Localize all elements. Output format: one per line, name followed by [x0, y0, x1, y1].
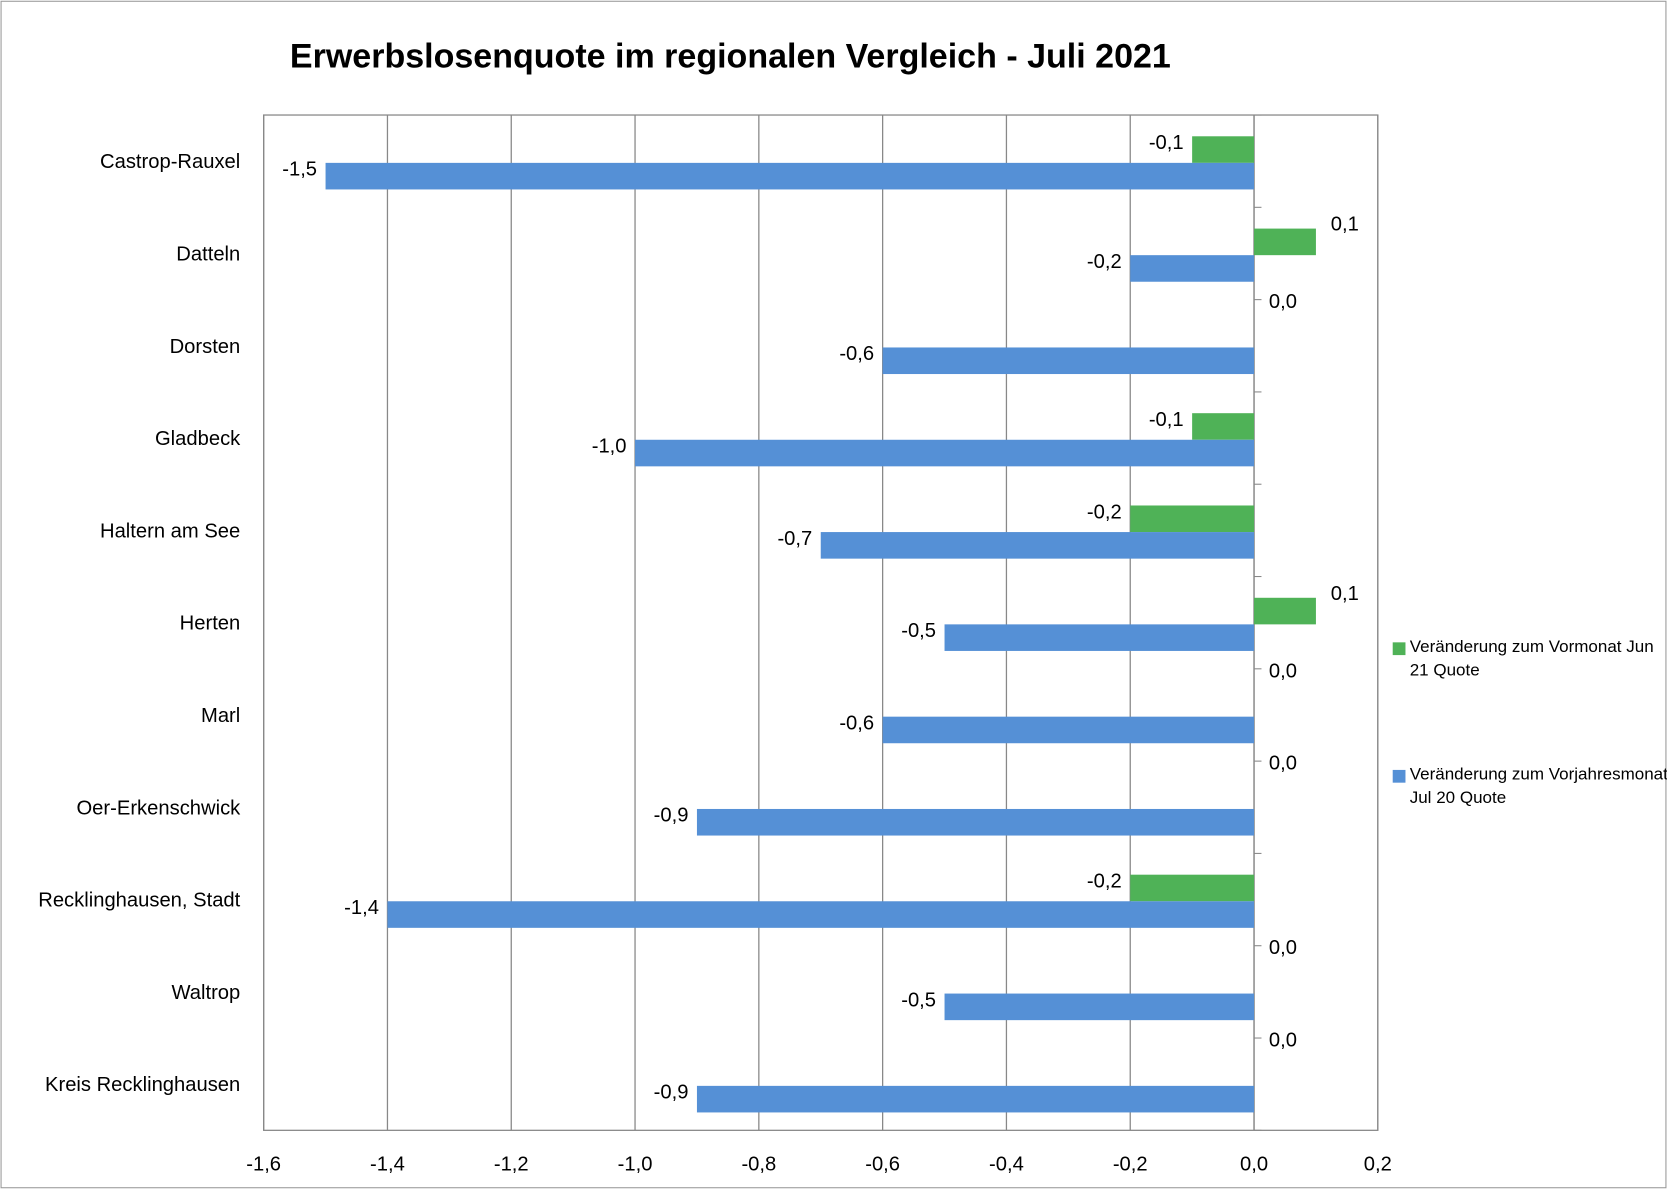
data-label: -0,6 [839, 343, 874, 365]
y-tick-label: Castrop-Rauxel [100, 151, 240, 173]
data-label: 0,0 [1269, 753, 1297, 775]
data-label: -0,6 [839, 712, 874, 734]
data-label: 0,0 [1269, 937, 1297, 959]
x-tick-label: -1,4 [370, 1154, 405, 1176]
y-tick-label: Gladbeck [155, 428, 241, 450]
bar [325, 162, 1255, 190]
data-label: -0,9 [654, 1082, 689, 1104]
x-tick-label: -0,6 [865, 1154, 900, 1176]
data-label: 0,0 [1269, 660, 1297, 682]
data-label: -0,2 [1087, 501, 1122, 523]
data-label: 0,1 [1331, 583, 1359, 605]
x-tick-label: 0,0 [1240, 1154, 1268, 1176]
bar [944, 624, 1255, 651]
data-label: -0,1 [1149, 409, 1184, 431]
data-label: -0,5 [901, 620, 936, 642]
data-label: -0,2 [1087, 870, 1122, 892]
y-tick-label: Recklinghausen, Stadt [38, 890, 240, 912]
x-tick-label: -1,0 [618, 1154, 653, 1176]
bar [635, 439, 1255, 467]
bar [696, 1085, 1255, 1113]
y-tick-label: Oer-Erkenschwick [76, 797, 241, 819]
data-label: 0,1 [1331, 214, 1359, 236]
plot-frame [263, 114, 1379, 1131]
bar [882, 716, 1255, 744]
bar [1192, 136, 1255, 163]
bar [882, 347, 1255, 375]
bar [1130, 505, 1255, 533]
bar [1254, 597, 1316, 625]
x-tick-label: 0,2 [1364, 1154, 1392, 1176]
data-label: -0,9 [654, 805, 689, 827]
legend-label: Veränderung zum Vorjahresmonat Jul 20 Qu… [1409, 765, 1667, 808]
legend-entry: Veränderung zum Vormonat Jun 21 Quote [1409, 638, 1654, 680]
y-tick-label: Dorsten [170, 336, 241, 358]
data-label: 0,0 [1269, 291, 1297, 313]
legend-swatch [1392, 642, 1406, 656]
y-tick-label: Haltern am See [100, 520, 240, 542]
bar [1192, 413, 1255, 440]
y-tick-label: Datteln [176, 243, 240, 265]
data-label: -0,2 [1087, 251, 1122, 273]
bar [387, 901, 1255, 928]
data-label: -0,7 [777, 528, 812, 550]
legend-swatch [1392, 769, 1406, 783]
y-tick-label: Kreis Recklinghausen [45, 1074, 240, 1096]
data-label: -1,4 [344, 897, 379, 919]
y-tick-label: Marl [201, 705, 240, 727]
y-tick-label: Waltrop [171, 982, 240, 1004]
bar [1130, 255, 1255, 282]
legend-label: Veränderung zum Vormonat Jun 21 Quote [1409, 638, 1654, 680]
x-tick-label: -1,2 [494, 1154, 529, 1176]
data-label: -1,5 [282, 159, 317, 181]
data-label: -0,5 [901, 989, 936, 1011]
chart-title: Erwerbslosenquote im regionalen Vergleic… [290, 38, 1171, 76]
bar [944, 993, 1255, 1021]
x-tick-label: -1,6 [246, 1154, 281, 1176]
legend-entry: Veränderung zum Vorjahresmonat Jul 20 Qu… [1409, 765, 1667, 808]
y-tick-label: Herten [180, 613, 241, 635]
x-tick-label: -0,2 [1113, 1154, 1148, 1176]
bar [820, 532, 1255, 559]
x-tick-label: -0,4 [989, 1154, 1024, 1176]
data-label: 0,0 [1269, 1030, 1297, 1052]
bar [696, 808, 1255, 836]
bar [1130, 874, 1255, 902]
data-label: -0,1 [1149, 132, 1184, 154]
bar [1254, 228, 1316, 256]
x-tick-label: -0,8 [741, 1154, 776, 1176]
data-label: -1,0 [592, 436, 627, 458]
